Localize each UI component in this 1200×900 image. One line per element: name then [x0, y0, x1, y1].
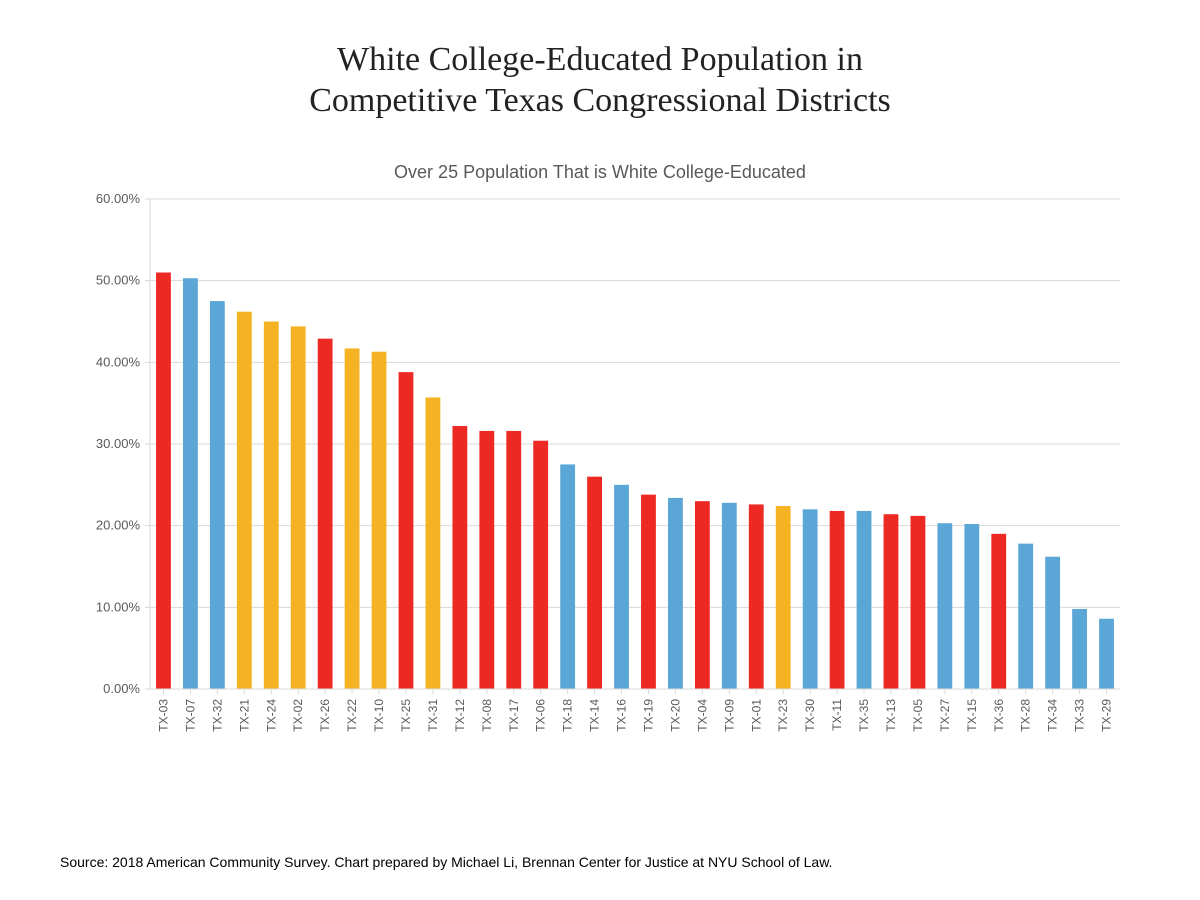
page: White College-Educated Population in Com… [0, 0, 1200, 900]
source-caption: Source: 2018 American Community Survey. … [60, 854, 1140, 870]
xlabel-TX-15: TX-15 [965, 698, 979, 731]
bar-TX-16 [614, 484, 629, 688]
xlabel-TX-36: TX-36 [992, 698, 1006, 731]
xlabel-TX-27: TX-27 [938, 698, 952, 731]
svg-text:0.00%: 0.00% [103, 681, 140, 696]
xlabel-TX-19: TX-19 [641, 698, 655, 731]
chart-subtitle: Over 25 Population That is White College… [60, 162, 1140, 183]
title-line-2: Competitive Texas Congressional District… [309, 82, 891, 119]
xlabel-TX-09: TX-09 [722, 698, 736, 731]
bar-TX-21 [237, 311, 252, 688]
xlabel-TX-26: TX-26 [318, 698, 332, 731]
xlabel-TX-21: TX-21 [237, 698, 251, 731]
xlabel-TX-30: TX-30 [803, 698, 817, 731]
bar-TX-15 [964, 524, 979, 689]
xlabel-TX-07: TX-07 [183, 698, 197, 731]
bar-TX-08 [479, 431, 494, 689]
bar-TX-36 [991, 533, 1006, 688]
xlabel-TX-18: TX-18 [561, 698, 575, 731]
bar-TX-31 [426, 397, 441, 689]
xlabel-TX-17: TX-17 [507, 698, 521, 731]
bar-TX-01 [749, 504, 764, 689]
bar-TX-14 [587, 476, 602, 688]
svg-text:20.00%: 20.00% [96, 517, 141, 532]
xlabel-TX-14: TX-14 [588, 698, 602, 731]
xlabel-TX-13: TX-13 [884, 698, 898, 731]
xlabel-TX-33: TX-33 [1073, 698, 1087, 731]
bar-TX-12 [452, 426, 467, 689]
xlabel-TX-28: TX-28 [1019, 698, 1033, 731]
xlabel-TX-12: TX-12 [453, 698, 467, 731]
bar-TX-29 [1099, 618, 1114, 688]
xlabel-TX-02: TX-02 [291, 698, 305, 731]
bar-TX-13 [884, 514, 899, 689]
bar-TX-18 [560, 464, 575, 689]
bar-TX-10 [372, 351, 387, 688]
svg-text:10.00%: 10.00% [96, 599, 141, 614]
xlabel-TX-24: TX-24 [264, 698, 278, 731]
xlabel-TX-29: TX-29 [1100, 698, 1114, 731]
xlabel-TX-01: TX-01 [749, 698, 763, 731]
xlabel-TX-32: TX-32 [210, 698, 224, 731]
xlabel-TX-20: TX-20 [668, 698, 682, 731]
bar-TX-05 [911, 515, 926, 688]
bar-TX-35 [857, 511, 872, 689]
bar-TX-07 [183, 278, 198, 689]
bar-TX-20 [668, 497, 683, 688]
bar-TX-04 [695, 501, 710, 689]
bar-TX-24 [264, 321, 279, 689]
xlabel-TX-31: TX-31 [426, 698, 440, 731]
bar-TX-26 [318, 338, 333, 688]
bar-TX-33 [1072, 609, 1087, 689]
bar-TX-06 [533, 440, 548, 688]
xlabel-TX-16: TX-16 [615, 698, 629, 731]
xlabel-TX-23: TX-23 [776, 698, 790, 731]
bar-TX-30 [803, 509, 818, 689]
bar-TX-25 [399, 372, 414, 689]
title-line-1: White College-Educated Population in [337, 41, 863, 78]
xlabel-TX-03: TX-03 [156, 698, 170, 731]
svg-text:50.00%: 50.00% [96, 272, 141, 287]
xlabel-TX-11: TX-11 [830, 698, 844, 730]
xlabel-TX-06: TX-06 [534, 698, 548, 731]
bar-TX-27 [937, 523, 952, 689]
xlabel-TX-25: TX-25 [399, 698, 413, 731]
bar-TX-11 [830, 511, 845, 689]
xlabel-TX-05: TX-05 [911, 698, 925, 731]
svg-text:60.00%: 60.00% [96, 191, 141, 206]
bar-TX-22 [345, 348, 360, 689]
xlabel-TX-22: TX-22 [345, 698, 359, 731]
svg-text:30.00%: 30.00% [96, 436, 141, 451]
xlabel-TX-10: TX-10 [372, 698, 386, 731]
xlabel-TX-35: TX-35 [857, 698, 871, 731]
bar-TX-02 [291, 326, 306, 689]
bar-TX-17 [506, 431, 521, 689]
bar-TX-03 [156, 272, 171, 689]
svg-text:40.00%: 40.00% [96, 354, 141, 369]
bar-TX-19 [641, 494, 656, 688]
bar-chart: 0.00% 10.00% 20.00% 30.00% 40.00% 50.00% 60.00… [60, 189, 1140, 749]
xlabel-TX-34: TX-34 [1046, 698, 1060, 731]
bar-TX-09 [722, 502, 737, 688]
xlabel-TX-08: TX-08 [480, 698, 494, 731]
bar-TX-28 [1018, 543, 1033, 688]
bar-TX-23 [776, 506, 791, 689]
chart-title: White College-Educated Population in Com… [309, 40, 891, 122]
bar-TX-34 [1045, 556, 1060, 688]
chart-container: 0.00% 10.00% 20.00% 30.00% 40.00% 50.00% 60.00… [60, 189, 1140, 824]
xlabel-TX-04: TX-04 [695, 698, 709, 731]
bar-TX-32 [210, 301, 225, 689]
